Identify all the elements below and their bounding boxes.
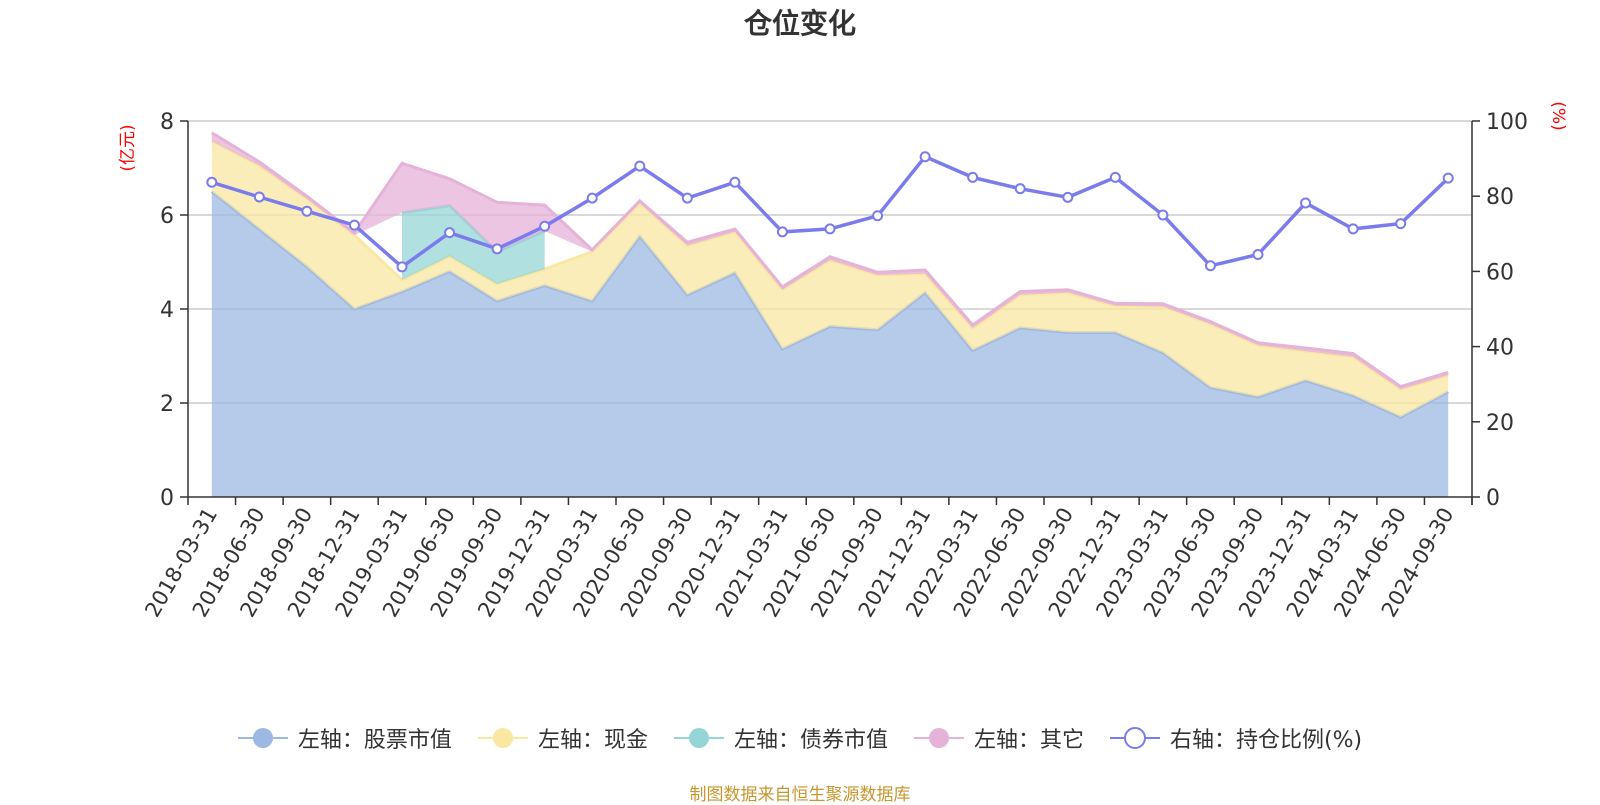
left-tick-label: 4 [160, 298, 174, 323]
ratio-point [729, 176, 741, 188]
area-f9e7a2 [211, 141, 1449, 418]
ratio-point [919, 151, 931, 163]
ratio-point [1442, 172, 1454, 184]
right-tick-label: 0 [1486, 486, 1500, 511]
ratio-point [396, 261, 408, 273]
legend-marker-icon [1109, 727, 1160, 749]
right-tick-label: 80 [1486, 185, 1514, 210]
right-tick-label: 40 [1486, 336, 1514, 361]
legend-marker-icon [477, 728, 528, 748]
legend-marker-icon [913, 728, 964, 748]
chart-legend: 左轴：股票市值 左轴：现金 左轴：债券市值 左轴：其它 右轴：持仓比例(%) [0, 722, 1600, 754]
stacked-areas [210, 131, 1449, 497]
right-tick-label: 20 [1486, 411, 1514, 436]
legend-item[interactable]: 左轴：股票市值 [237, 722, 452, 754]
ratio-point [206, 176, 218, 188]
legend-item[interactable]: 左轴：其它 [913, 722, 1084, 754]
position-ratio-line [206, 151, 1454, 273]
left-tick-label: 6 [160, 204, 174, 229]
right-tick-label: 60 [1486, 260, 1514, 285]
ratio-point [1062, 191, 1074, 203]
ratio-point [967, 171, 979, 183]
ratio-point [348, 219, 360, 231]
ratio-point [253, 191, 265, 203]
ratio-point [1395, 218, 1407, 230]
ratio-point [634, 160, 646, 172]
left-tick-label: 0 [160, 486, 174, 511]
ratio-point [586, 192, 598, 204]
ratio-point [491, 243, 503, 255]
ratio-point [1204, 260, 1216, 272]
legend-marker-icon [237, 728, 288, 748]
right-tick-label: 100 [1486, 110, 1528, 135]
legend-item[interactable]: 左轴：现金 [477, 722, 648, 754]
ratio-point [1157, 209, 1169, 221]
ratio-point [539, 220, 551, 232]
legend-item[interactable]: 右轴：持仓比例(%) [1109, 722, 1363, 754]
ratio-point [1252, 248, 1264, 260]
ratio-point [444, 227, 456, 239]
ratio-point [1109, 171, 1121, 183]
ratio-point [824, 223, 836, 235]
legend-item[interactable]: 左轴：债券市值 [673, 722, 888, 754]
right-axis-unit: (%) [1548, 101, 1568, 130]
ratio-point [776, 226, 788, 238]
legend-label: 左轴：其它 [973, 728, 1084, 753]
ratio-point [681, 192, 693, 204]
legend-label: 左轴：现金 [537, 728, 648, 753]
area-96d5d6 [402, 205, 545, 285]
ratio-point [1347, 223, 1359, 235]
legend-marker-icon [673, 728, 724, 748]
chart-title: 仓位变化 [744, 7, 856, 40]
ratio-point [872, 210, 884, 222]
left-tick-label: 8 [160, 110, 174, 135]
left-axis-unit: (亿元) [118, 124, 138, 171]
legend-label: 右轴：持仓比例(%) [1169, 728, 1363, 753]
ratio-point [301, 205, 313, 217]
legend-label: 左轴：股票市值 [297, 728, 452, 753]
left-tick-label: 2 [160, 392, 174, 417]
legend-label: 左轴：债券市值 [733, 728, 888, 753]
source-note: 制图数据来自恒生聚源数据库 [689, 785, 911, 805]
ratio-point [1014, 183, 1026, 195]
ratio-point [1300, 197, 1312, 209]
area-9db8e2 [211, 191, 1449, 497]
area-edge-e5b2d8 [211, 131, 1449, 389]
